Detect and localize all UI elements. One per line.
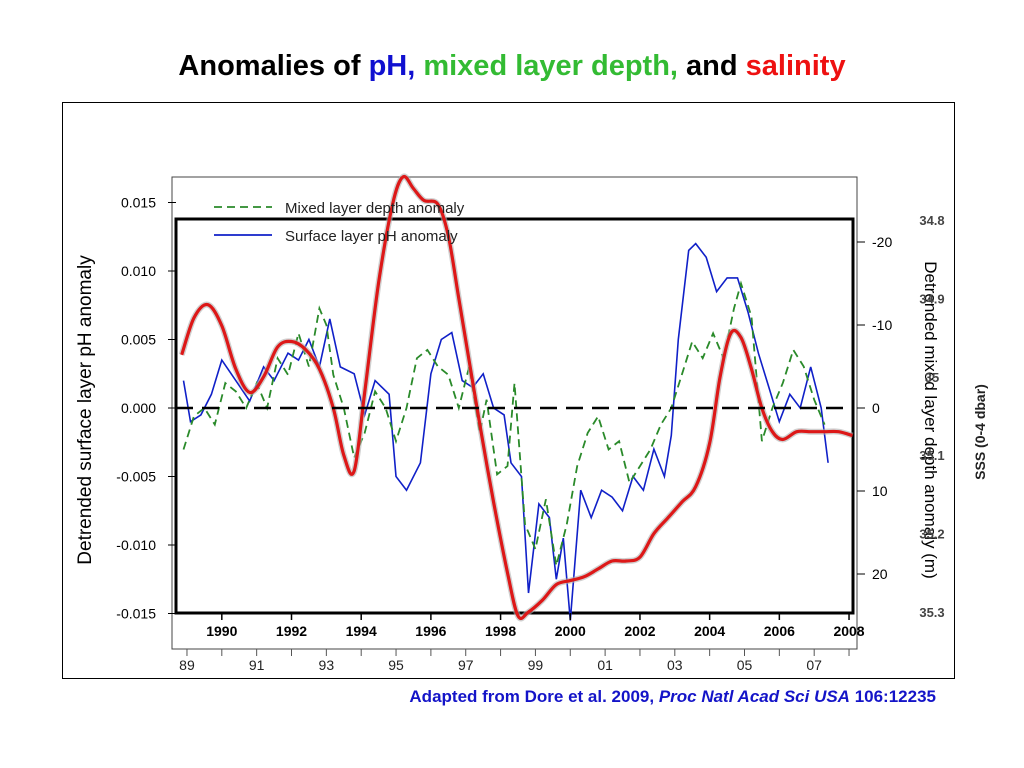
plot-inner-box bbox=[174, 217, 855, 615]
x-bottom-tick-label: 07 bbox=[806, 657, 822, 673]
left-tick-label: 0.005 bbox=[121, 332, 156, 348]
citation-journal: Proc Natl Acad Sci USA bbox=[658, 687, 850, 706]
x-top-tick-label: 1996 bbox=[415, 623, 446, 639]
title-mld: mixed layer depth, bbox=[415, 50, 678, 82]
sss-tick-label: 34.8 bbox=[919, 213, 944, 228]
left-tick-label: -0.010 bbox=[116, 537, 156, 553]
x-top-tick-label: 2000 bbox=[555, 623, 586, 639]
sss-tick-label: 35.2 bbox=[919, 527, 944, 542]
right-tick-label: 20 bbox=[872, 566, 888, 582]
x-bottom-tick-label: 97 bbox=[458, 657, 474, 673]
left-axis-label: Detrended surface layer pH anomaly bbox=[75, 255, 96, 565]
right-tick-label: 0 bbox=[872, 400, 880, 416]
left-tick-label: 0.010 bbox=[121, 263, 156, 279]
series-mixed-layer-depth bbox=[182, 280, 826, 566]
right-tick-label: -20 bbox=[872, 234, 892, 250]
x-top-tick-label: 2002 bbox=[624, 623, 655, 639]
figure-frame bbox=[62, 102, 955, 679]
plot-outer-box bbox=[171, 176, 858, 650]
title-salinity: salinity bbox=[745, 50, 846, 82]
x-top-tick-label: 1990 bbox=[206, 623, 237, 639]
left-tick-label: 0.000 bbox=[121, 400, 156, 416]
page-title: Anomalies of pH, mixed layer depth, and … bbox=[0, 50, 1024, 83]
x-top-tick-label: 1998 bbox=[485, 623, 516, 639]
right-axis-label: Detrended mixed layer depth anomaly (m) bbox=[921, 261, 940, 578]
left-tick-label: -0.015 bbox=[116, 606, 156, 622]
sss-tick-label: 34.9 bbox=[919, 291, 944, 306]
x-bottom-tick-label: 91 bbox=[249, 657, 265, 673]
x-bottom-tick-label: 89 bbox=[179, 657, 195, 673]
left-tick-label: 0.015 bbox=[121, 195, 156, 211]
title-ph: pH, bbox=[368, 50, 416, 82]
title-prefix: Anomalies of bbox=[178, 50, 369, 82]
left-tick-label: -0.005 bbox=[116, 469, 156, 485]
series-salinity-halo bbox=[178, 173, 854, 622]
x-bottom-tick-label: 03 bbox=[667, 657, 683, 673]
sss-tick-label: 35.1 bbox=[919, 448, 944, 463]
legend-label: Surface layer pH anomaly bbox=[285, 228, 458, 245]
citation-volume: 106:12235 bbox=[849, 687, 936, 706]
citation-text: Adapted from Dore et al. 2009, bbox=[409, 687, 659, 706]
x-top-tick-label: 2006 bbox=[764, 623, 795, 639]
x-top-tick-label: 2004 bbox=[694, 623, 725, 639]
x-bottom-tick-label: 95 bbox=[388, 657, 404, 673]
x-bottom-tick-label: 93 bbox=[319, 657, 335, 673]
right-tick-label: -10 bbox=[872, 317, 892, 333]
x-bottom-tick-label: 05 bbox=[737, 657, 753, 673]
x-bottom-tick-label: 01 bbox=[597, 657, 613, 673]
legend-label: Mixed layer depth anomaly bbox=[285, 200, 465, 217]
citation: Adapted from Dore et al. 2009, Proc Natl… bbox=[409, 687, 936, 707]
x-top-tick-label: 1992 bbox=[276, 623, 307, 639]
title-and: and bbox=[677, 50, 746, 82]
series-salinity bbox=[180, 174, 853, 621]
x-top-tick-label: 1994 bbox=[346, 623, 377, 639]
x-top-tick-label: 2008 bbox=[833, 623, 864, 639]
sss-tick-label: 35.3 bbox=[919, 605, 944, 620]
right-tick-label: 10 bbox=[872, 483, 888, 499]
sss-tick-label: 35 bbox=[925, 370, 939, 385]
sss-axis-label: SSS (0-4 dbar) bbox=[972, 384, 988, 480]
x-bottom-tick-label: 99 bbox=[528, 657, 544, 673]
